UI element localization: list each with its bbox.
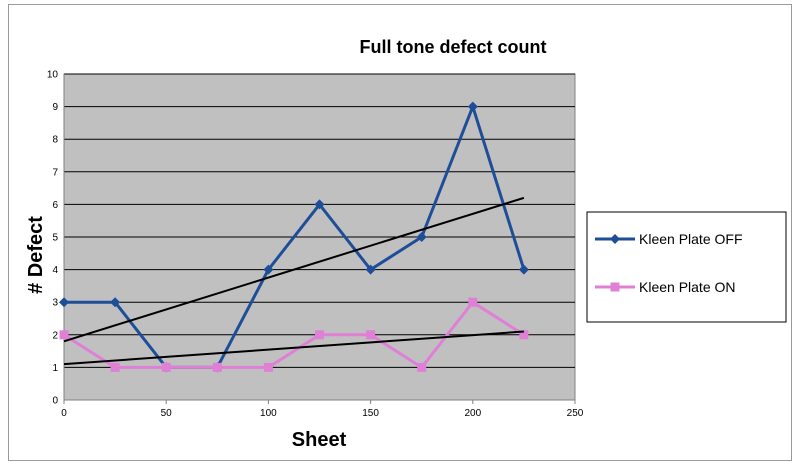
data-point [519, 330, 529, 340]
trendline [63, 330, 524, 366]
trendline [63, 196, 525, 343]
y-tick-label: 6 [52, 200, 58, 211]
x-tick-label: 200 [464, 408, 481, 419]
axes [63, 74, 576, 404]
x-tick-label: 150 [362, 408, 379, 419]
data-point [315, 330, 324, 340]
x-axis-label: Sheet [292, 429, 347, 451]
legend-swatch-marker [610, 234, 620, 244]
data-point [416, 232, 427, 242]
legend-item: Kleen Plate ON [595, 279, 736, 295]
data-point [518, 264, 529, 275]
x-tick-label: 0 [61, 408, 67, 419]
y-tick-labels: 0 1 2 3 4 5 6 7 8 9 10 [47, 70, 59, 407]
data-point [110, 362, 120, 372]
x-tick-labels: 0 50 100 150 200 250 [61, 408, 584, 419]
y-tick-label: 5 [52, 233, 58, 244]
data-point [365, 264, 376, 275]
legend-box [586, 211, 787, 323]
legend-swatch-marker [610, 282, 620, 292]
y-tick-label: 9 [52, 102, 58, 113]
data-point [110, 297, 121, 308]
legend-items: Kleen Plate OFF Kleen Plate ON [595, 231, 743, 295]
y-axis-label: # Defect [25, 216, 47, 294]
chart-title: Full tone defect count [360, 37, 547, 57]
data-point [314, 199, 325, 210]
y-tick-label: 8 [52, 135, 58, 146]
y-tick-label: 1 [52, 363, 58, 374]
y-tick-label: 3 [52, 298, 58, 309]
data-point [263, 264, 274, 275]
legend-item: Kleen Plate OFF [595, 231, 743, 247]
data-point [467, 101, 478, 112]
data-point [59, 297, 69, 308]
x-tick-label: 250 [567, 408, 584, 419]
y-tick-label: 0 [52, 396, 58, 407]
series-layer [59, 101, 529, 373]
series-kleen-plate-on [59, 297, 529, 372]
legend-label: Kleen Plate OFF [639, 231, 743, 247]
data-point [161, 362, 171, 372]
data-point [212, 362, 222, 372]
line-chart: 0 1 2 3 4 5 6 7 8 9 10 0 50 100 150 200 250 Full tone d… [25, 37, 787, 451]
series-line [64, 105, 526, 369]
y-tick-label: 2 [52, 330, 58, 341]
x-tick-label: 50 [161, 408, 173, 419]
trendline-layer [63, 196, 525, 366]
chart-frame: 0 1 2 3 4 5 6 7 8 9 10 0 50 100 150 200 250 Full tone d… [8, 4, 792, 461]
data-point [366, 330, 376, 340]
x-tick-label: 100 [260, 408, 277, 419]
y-tick-label: 7 [52, 167, 58, 178]
data-point [263, 362, 273, 372]
y-tick-label: 10 [47, 70, 59, 81]
data-point [468, 297, 478, 307]
legend: Kleen Plate OFF Kleen Plate ON [586, 211, 787, 323]
legend-label: Kleen Plate ON [639, 279, 736, 295]
data-point [59, 330, 69, 340]
data-point [417, 362, 427, 372]
y-tick-label: 4 [52, 265, 58, 276]
series-line [63, 300, 525, 369]
